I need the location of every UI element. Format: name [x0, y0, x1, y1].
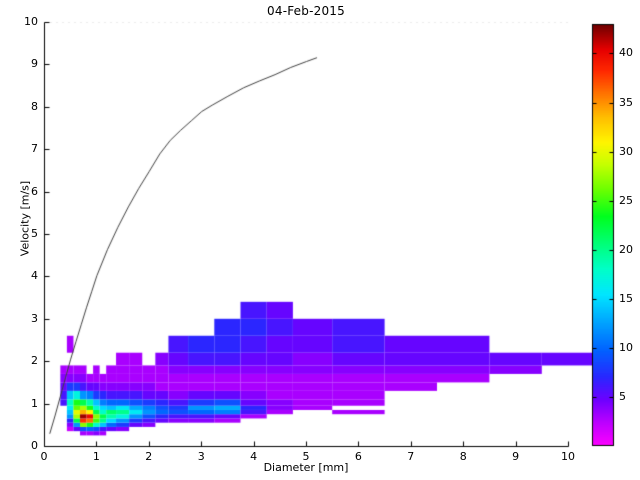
- x-tick-label: 0: [40, 450, 48, 463]
- y-tick-label: 10: [24, 15, 38, 28]
- x-tick-label: 9: [512, 450, 520, 463]
- y-tick-label: 1: [31, 396, 38, 410]
- y-tick-label: 6: [31, 184, 38, 198]
- x-tick-label: 2: [145, 450, 153, 463]
- x-tick-label: 1: [92, 450, 100, 463]
- x-tick-label: 7: [407, 450, 415, 463]
- y-tick-label: 5: [31, 227, 38, 240]
- colorbar-tick-label: 5: [619, 389, 626, 403]
- colorbar-tick-label: 30: [619, 144, 633, 158]
- colorbar-tick-label: 15: [619, 291, 633, 305]
- y-axis-label: Velocity [m/s]: [18, 180, 32, 257]
- colorbar-tick-label: 25: [619, 193, 633, 207]
- y-tick-label: 7: [31, 142, 38, 156]
- colorbar-tick-label: 40: [619, 46, 633, 60]
- y-tick-label: 9: [31, 57, 38, 71]
- page-title: 04-Feb-2015: [267, 4, 345, 18]
- y-tick-label: 0: [31, 439, 38, 452]
- colorbar-tick-label: 35: [619, 95, 633, 109]
- colorbar-tick-label: 20: [619, 242, 633, 256]
- x-tick-label: 5: [302, 450, 310, 463]
- y-tick-label: 4: [31, 269, 38, 283]
- y-tick-label: 8: [31, 99, 38, 113]
- colorbar-tick-label: 10: [619, 340, 633, 354]
- x-tick-label: 4: [250, 450, 258, 463]
- y-tick-label: 2: [31, 354, 38, 368]
- x-tick-label: 10: [561, 450, 575, 463]
- x-tick-label: 8: [459, 450, 467, 463]
- x-tick-label: 3: [197, 450, 205, 463]
- y-tick-label: 3: [31, 311, 38, 325]
- x-tick-label: 6: [354, 450, 362, 463]
- x-axis-label: Diameter [mm]: [263, 461, 349, 474]
